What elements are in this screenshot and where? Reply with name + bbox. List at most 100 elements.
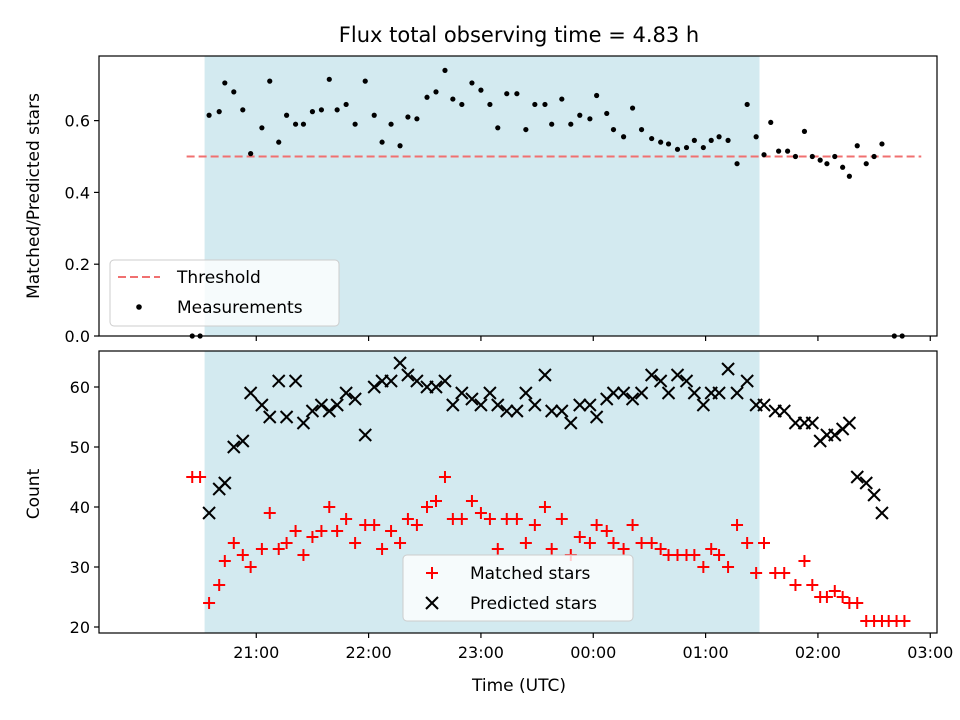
measurement-point bbox=[469, 80, 475, 86]
predicted-star-marker bbox=[805, 416, 820, 430]
predicted-star-marker bbox=[255, 398, 269, 412]
predicted-star-marker bbox=[757, 398, 771, 412]
predicted-star-marker bbox=[410, 374, 424, 388]
matched-star-marker bbox=[851, 597, 864, 609]
predicted-star-marker bbox=[519, 386, 533, 400]
predicted-star-marker bbox=[538, 368, 552, 382]
matched-star-marker bbox=[483, 513, 496, 525]
measurement-point bbox=[222, 80, 228, 86]
matched-star-marker bbox=[635, 537, 648, 549]
predicted-star-marker bbox=[679, 374, 694, 388]
matched-star-marker bbox=[236, 549, 249, 561]
matched-star-marker bbox=[705, 543, 718, 555]
matched-star-marker bbox=[218, 555, 231, 567]
measurement-point bbox=[809, 153, 815, 160]
measurement-point bbox=[309, 109, 316, 115]
ratio-y-tick-label: 0.6 bbox=[65, 112, 90, 131]
x-tick-label: 21:00 bbox=[233, 643, 279, 662]
predicted-star-marker bbox=[625, 392, 640, 406]
measurement-point bbox=[371, 112, 377, 118]
matched-star-marker bbox=[194, 471, 207, 483]
measurement-point bbox=[629, 105, 636, 111]
predicted-star-marker bbox=[510, 404, 524, 418]
matched-star-marker bbox=[617, 543, 630, 555]
x-tick-label: 03:00 bbox=[907, 643, 953, 662]
predicted-star-marker bbox=[236, 434, 250, 448]
matched-star-marker bbox=[394, 537, 407, 549]
matched-star-marker bbox=[474, 507, 487, 519]
predicted-star-marker bbox=[875, 506, 889, 520]
measurement-point bbox=[832, 153, 838, 160]
matched-star-marker bbox=[280, 537, 293, 549]
predicted-star-marker bbox=[616, 386, 631, 400]
ratio-y-tick-label: 0.2 bbox=[65, 255, 90, 274]
matched-star-marker bbox=[806, 579, 819, 591]
predicted-star-marker bbox=[218, 476, 232, 490]
matched-star-marker bbox=[898, 615, 911, 627]
matched-star-marker bbox=[583, 537, 596, 549]
measurement-point bbox=[397, 143, 403, 149]
predicted-star-marker bbox=[777, 404, 791, 418]
predicted-star-marker bbox=[740, 374, 754, 388]
measurement-point bbox=[854, 143, 860, 149]
measurement-point bbox=[388, 121, 394, 127]
matched-star-marker bbox=[555, 513, 568, 525]
measurement-point bbox=[604, 110, 610, 117]
predicted-star-marker bbox=[850, 470, 864, 484]
measurement-point bbox=[276, 139, 282, 145]
matched-star-marker bbox=[410, 519, 423, 531]
matched-star-marker bbox=[289, 525, 302, 537]
matched-star-marker bbox=[573, 531, 586, 543]
matched-star-marker bbox=[731, 519, 744, 531]
measurement-point bbox=[638, 126, 645, 133]
predicted-star-marker bbox=[583, 398, 597, 412]
measurement-point bbox=[610, 126, 617, 133]
matched-star-marker bbox=[538, 501, 551, 513]
matched-stars-legend-label: Matched stars bbox=[470, 564, 590, 584]
matched-star-marker bbox=[315, 525, 328, 537]
matched-star-marker bbox=[500, 513, 513, 525]
measurement-point bbox=[761, 152, 767, 158]
measurement-point bbox=[594, 92, 600, 99]
measurement-point bbox=[362, 78, 368, 84]
predicted-star-marker bbox=[358, 428, 372, 442]
predicted-star-marker bbox=[491, 398, 505, 412]
count-legend: Matched stars Predicted stars bbox=[402, 554, 634, 622]
x-tick-label: 01:00 bbox=[683, 643, 729, 662]
chart-title: Flux total observing time = 4.83 h bbox=[339, 23, 699, 47]
count-y-tick-label: 60 bbox=[70, 378, 90, 397]
measurement-point bbox=[683, 144, 690, 151]
predicted-star-marker bbox=[322, 404, 336, 418]
predicted-star-marker bbox=[393, 356, 407, 370]
measurement-point bbox=[577, 112, 583, 118]
matched-stars-legend-swatch bbox=[426, 567, 438, 579]
matched-star-marker bbox=[778, 567, 791, 579]
measurement-point bbox=[442, 67, 448, 73]
predicted-star-marker bbox=[589, 410, 604, 424]
predicted-star-marker bbox=[564, 416, 578, 430]
matched-star-marker bbox=[213, 579, 226, 591]
matched-star-marker bbox=[528, 519, 541, 531]
predicted-star-marker bbox=[634, 386, 649, 400]
measurement-point bbox=[379, 139, 385, 145]
predicted-star-marker bbox=[828, 428, 842, 442]
measurement-point bbox=[700, 144, 706, 151]
ratio-y-axis-label: Matched/Predicted stars bbox=[24, 93, 44, 299]
matched-star-marker bbox=[340, 513, 353, 525]
predicted-stars-legend-label: Predicted stars bbox=[470, 594, 597, 614]
matched-star-marker bbox=[713, 549, 726, 561]
matched-star-marker bbox=[688, 549, 701, 561]
matched-star-marker bbox=[263, 507, 276, 519]
measurement-point bbox=[283, 112, 290, 118]
measurement-point bbox=[549, 121, 555, 127]
ratio-plot-frame bbox=[98, 55, 938, 337]
measurement-point bbox=[267, 78, 273, 84]
matched-star-marker bbox=[654, 543, 667, 555]
matched-star-marker bbox=[455, 513, 468, 525]
measurement-point bbox=[514, 91, 520, 97]
predicted-star-marker bbox=[606, 386, 621, 400]
predicted-star-marker bbox=[483, 386, 497, 400]
predicted-star-marker bbox=[842, 416, 857, 430]
predicted-star-marker bbox=[465, 392, 479, 406]
ratio-panel: 0.0 0.2 0.4 0.6 Matched/Predicted stars Thr… bbox=[24, 55, 938, 346]
